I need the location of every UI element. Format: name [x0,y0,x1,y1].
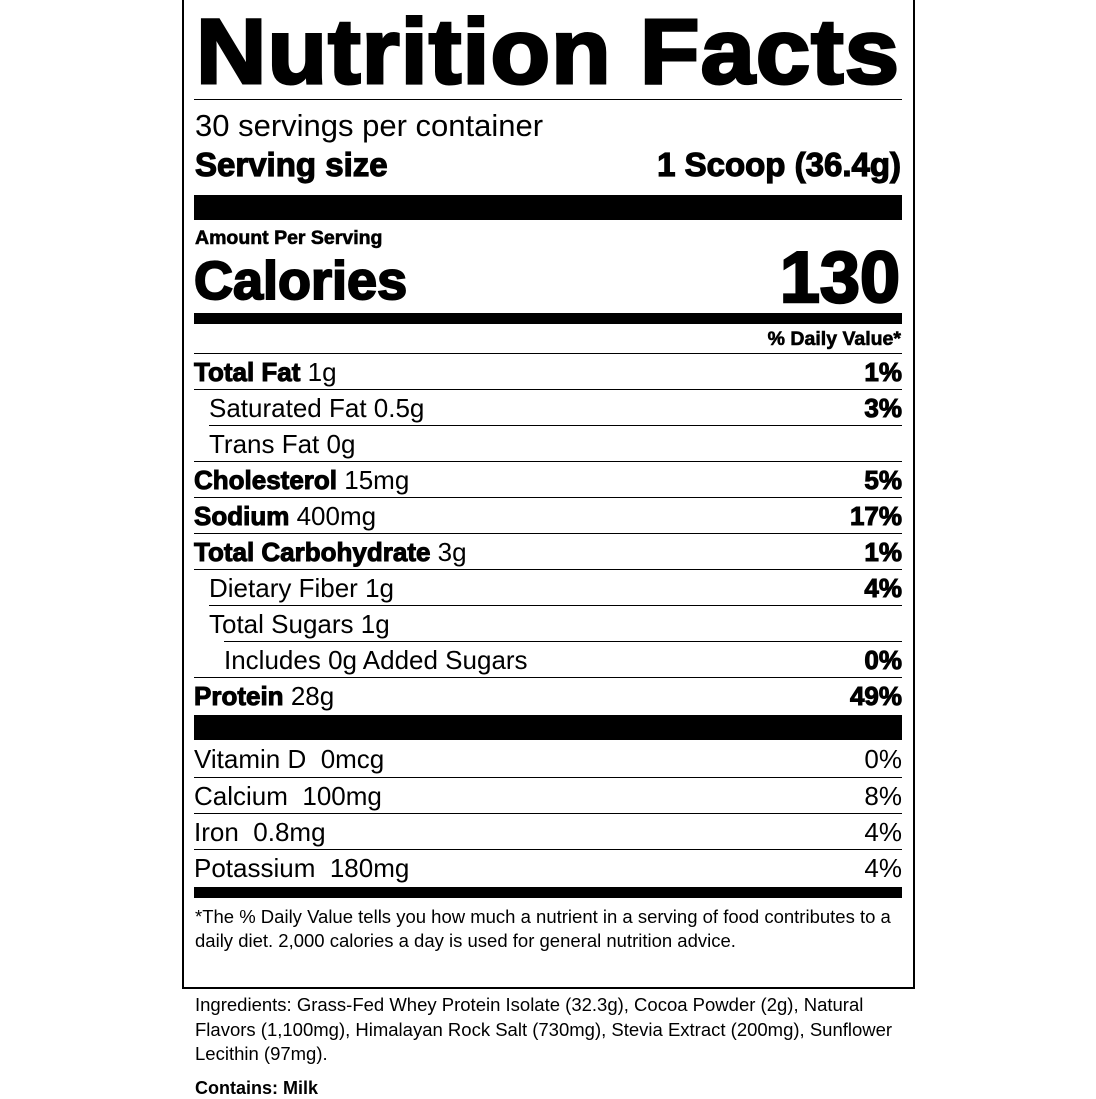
nutrient-amount: 15mg [344,465,410,495]
nutrient-row: Saturated Fat 0.5g 3% [194,389,902,426]
servings-per-container: 30 servings per container [195,108,544,143]
nutrient-label: Total Carbohydrate 3g [193,534,467,570]
vitamin-name: Vitamin D [194,744,307,774]
nutrient-daily-value: 17% [849,501,902,532]
vitamin-label: Calcium 100mg [194,778,382,814]
vitamin-daily-value: 8% [864,781,902,811]
medium-divider [194,313,902,324]
nutrient-name: Trans Fat [209,429,320,459]
calories-label: Calories [193,250,408,312]
nutrient-row: Total Carbohydrate 3g 1% [193,533,903,570]
divider [194,99,902,100]
medium-divider [194,887,902,898]
nutrient-name: Includes 0g Added Sugars [224,645,528,675]
nutrient-daily-value: 1% [864,537,903,568]
amount-per-serving: Amount Per Serving [195,227,383,250]
label-title: Nutrition Facts [194,1,900,104]
vitamin-daily-value: 4% [864,817,902,847]
vitamin-name: Iron [194,817,239,847]
nutrient-amount: 28g [290,681,335,711]
vitamin-daily-value: 4% [864,853,902,883]
nutrient-name: Total Sugars [209,609,354,639]
nutrient-amount: 1g [307,357,337,387]
nutrient-row: Trans Fat 0g [209,425,902,462]
vitamin-name: Calcium [194,781,288,811]
nutrient-daily-value: 5% [864,465,903,496]
nutrient-name: Cholesterol [193,465,338,496]
nutrient-label: Total Fat 1g [193,354,337,390]
nutrient-row: Cholesterol 15mg 5% [193,461,903,498]
vitamin-row: Calcium 100mg 8% [194,777,902,814]
vitamin-amount: 100mg [302,781,382,811]
nutrient-amount: 400mg [296,501,377,531]
nutrient-amount: 0g [326,429,356,459]
nutrient-label: Includes 0g Added Sugars [224,642,528,678]
nutrient-label: Cholesterol 15mg [193,462,410,498]
nutrient-daily-value: 49% [849,681,902,712]
nutrient-name: Total Fat [193,357,301,388]
calories-value: 130 [779,237,902,320]
daily-value-header: % Daily Value* [767,328,901,351]
nutrition-label-box [182,0,915,989]
nutrient-row: Sodium 400mg 17% [193,497,903,534]
thick-divider [194,715,902,740]
nutrient-amount: 1g [360,609,390,639]
vitamin-daily-value: 0% [864,744,902,774]
nutrient-amount: 3g [437,537,467,567]
nutrient-row: Total Fat 1g 1% [193,353,903,390]
allergen-contains: Contains: Milk [195,1078,319,1098]
vitamin-amount: 180mg [329,853,410,883]
nutrient-row: Includes 0g Added Sugars 0% [224,641,902,678]
nutrient-amount: 0.5g [373,393,425,423]
vitamin-label: Potassium 180mg [194,850,409,886]
nutrient-daily-value: 3% [864,393,903,424]
nutrient-label: Total Sugars 1g [209,606,390,642]
vitamin-row: Vitamin D 0mcg 0% [194,741,902,777]
nutrient-label: Trans Fat 0g [209,426,355,462]
nutrient-name: Saturated Fat [209,393,367,423]
serving-size-label: Serving size [194,145,388,183]
vitamin-amount: 0mcg [320,744,385,774]
nutrient-amount: 1g [365,573,394,603]
vitamin-row: Iron 0.8mg 4% [194,813,902,850]
nutrient-name: Sodium [193,501,290,532]
footnote: *The % Daily Value tells you how much a … [195,906,891,951]
nutrient-daily-value: 4% [864,573,903,604]
nutrient-label: Dietary Fiber 1g [209,570,394,606]
nutrient-daily-value: 0% [864,645,903,676]
nutrient-name: Total Carbohydrate [193,537,431,568]
vitamin-amount: 0.8mg [253,817,326,847]
nutrient-row: Protein 28g 49% [194,677,903,714]
thick-divider [194,195,902,220]
nutrient-label: Saturated Fat 0.5g [209,390,424,426]
nutrient-label: Sodium 400mg [193,498,377,534]
nutrient-row: Total Sugars 1g [209,605,902,642]
nutrient-label: Protein 28g [194,678,335,714]
vitamin-label: Iron 0.8mg [194,814,326,850]
serving-size-value: 1 Scoop (36.4g) [657,145,902,183]
ingredients: Ingredients: Grass-Fed Whey Protein Isol… [195,994,893,1064]
nutrient-daily-value: 1% [864,357,903,388]
vitamin-name: Potassium [194,853,316,883]
nutrient-name: Dietary Fiber [209,573,358,603]
nutrient-name: Protein [194,681,285,712]
vitamin-row: Potassium 180mg 4% [194,849,902,886]
nutrient-row: Dietary Fiber 1g 4% [194,569,902,606]
vitamin-label: Vitamin D 0mcg [194,741,384,777]
